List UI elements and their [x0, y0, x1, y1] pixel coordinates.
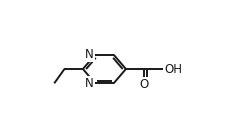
Text: N: N: [85, 77, 94, 90]
Text: N: N: [85, 48, 94, 61]
Text: OH: OH: [163, 63, 181, 75]
Text: O: O: [139, 78, 148, 91]
